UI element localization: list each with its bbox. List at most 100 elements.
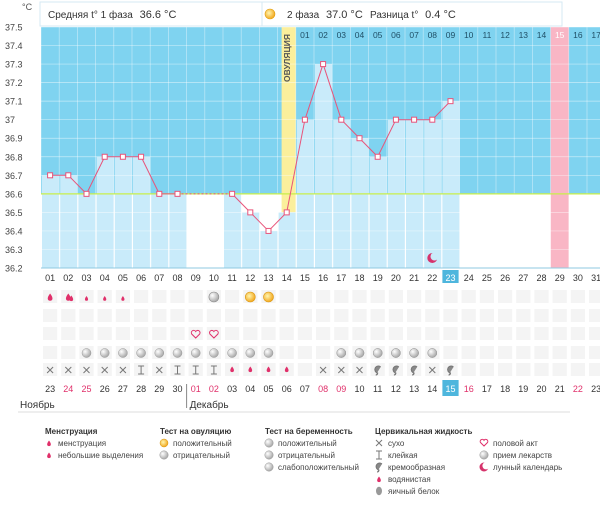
- symbol-cell: [43, 346, 58, 359]
- symbol-cell: [498, 309, 513, 322]
- creamy-icon: [374, 365, 382, 376]
- moon-cutout: [482, 462, 490, 470]
- calendar-date-label: 15: [445, 384, 455, 394]
- svg-text:2 фаза 37.0 °C: 2 фаза 37.0 °C: [287, 9, 363, 21]
- symbol-cell: [279, 327, 294, 340]
- symbol-cell: [170, 309, 185, 322]
- dry-icon: [375, 439, 383, 447]
- cycle-day-label: 28: [536, 273, 546, 283]
- medication-icon: [263, 348, 274, 358]
- symbol-cell: [170, 290, 185, 303]
- medication-icon: [427, 348, 438, 358]
- pregnancy-weak-icon: [264, 462, 274, 472]
- symbol-cell: [170, 327, 185, 340]
- dry-icon: [64, 366, 72, 374]
- top-day-label: 02: [318, 30, 328, 40]
- symbol-cell: [352, 309, 367, 322]
- legend-item-label: прием лекарств: [493, 451, 552, 460]
- phase1-label: Средняя t° 1 фаза: [48, 9, 133, 21]
- temp-line-segment: [359, 137, 379, 158]
- symbol-cell: [261, 309, 276, 322]
- symbol-cell: [97, 309, 112, 322]
- temp-line-segment: [268, 212, 288, 232]
- diff-value: 0.4 °C: [425, 9, 456, 21]
- temp-point: [119, 153, 126, 160]
- top-day-label: 04: [355, 30, 365, 40]
- symbol-cell: [570, 346, 585, 359]
- temp-line-segment: [140, 156, 160, 195]
- creamy-icon: [447, 365, 454, 376]
- day-29-band: [550, 27, 569, 268]
- symbol-cell: [589, 309, 600, 322]
- diff-label: Разница t°: [370, 10, 418, 21]
- symbol-cell: [334, 327, 349, 340]
- symbol-cell: [297, 363, 312, 376]
- top-day-label: 10: [464, 30, 474, 40]
- light-spotting-icon: [84, 296, 89, 301]
- symbol-cell: [443, 346, 458, 359]
- medication-icon: [409, 348, 419, 358]
- dry-icon: [83, 366, 90, 374]
- symbol-cell: [243, 327, 258, 340]
- temp-point: [356, 135, 363, 142]
- temp-bar: [278, 212, 296, 268]
- symbol-cell: [279, 290, 294, 303]
- temp-bar: [242, 212, 260, 268]
- symbol-cell: [188, 309, 203, 322]
- calendar-date-label: 04: [245, 384, 255, 394]
- symbol-cell: [334, 290, 349, 303]
- cycle-day-label: 22: [427, 273, 437, 283]
- temp-point: [138, 153, 145, 160]
- creamy-icon: [410, 365, 418, 376]
- symbol-cell: [43, 309, 58, 322]
- y-tick-label: 36.3: [5, 245, 23, 255]
- symbol-cell: [516, 290, 531, 303]
- calendar-date-label: 26: [100, 384, 110, 394]
- legend-item-label: яичный белок: [388, 487, 440, 496]
- symbol-cell: [316, 290, 331, 303]
- temp-point: [447, 98, 454, 105]
- symbol-cell: [516, 309, 531, 322]
- temp-line-segment: [86, 156, 106, 195]
- calendar-date-label: 29: [154, 384, 164, 394]
- legend-item-label: небольшие выделения: [58, 451, 143, 460]
- cycle-day-label: 13: [263, 273, 273, 283]
- cycle-day-label: 31: [591, 273, 600, 283]
- heart-icon: [190, 329, 201, 339]
- menstruation-icon: [47, 293, 53, 301]
- month-label-2: Декабрь: [190, 399, 229, 411]
- dry-icon: [337, 366, 345, 374]
- legend-item-label: сухо: [388, 439, 405, 448]
- legend: Менструация менструация небольшие выделени…: [45, 427, 562, 496]
- symbol-cell: [516, 363, 531, 376]
- symbol-cell: [461, 309, 476, 322]
- dry-icon: [319, 366, 327, 374]
- svg-text:Разница t° 0.4 °C: Разница t° 0.4 °C: [370, 9, 456, 21]
- y-tick-label: 36.6: [5, 189, 23, 199]
- y-tick-label: 37.4: [5, 41, 23, 51]
- symbol-cell: [534, 346, 549, 359]
- medication-icon: [354, 348, 365, 358]
- cycle-day-label: 02: [63, 273, 73, 283]
- cycle-day-label: 23: [445, 273, 455, 283]
- ovulation-label: ОВУЛЯЦИЯ: [282, 34, 292, 82]
- menstruation-icon: [65, 293, 71, 301]
- legend-item-label: клейкая: [388, 451, 418, 460]
- symbol-cell: [152, 309, 167, 322]
- symbol-cell: [225, 290, 240, 303]
- legend-group-title: Цервикальная жидкость: [375, 427, 472, 436]
- y-tick-label: 37.2: [5, 78, 23, 88]
- heart-icon: [209, 329, 219, 339]
- calendar-date-label: 12: [391, 384, 401, 394]
- symbol-cell: [589, 290, 600, 303]
- phase1-value: 36.6 °C: [140, 9, 177, 21]
- calendar-date-label: 25: [81, 384, 91, 394]
- symbol-cell: [407, 309, 422, 322]
- calendar-date-label: 17: [482, 384, 492, 394]
- symbol-cell: [388, 327, 403, 340]
- symbol-cell: [516, 346, 531, 359]
- symbol-cell: [570, 327, 585, 340]
- symbol-cell: [552, 309, 567, 322]
- symbol-cell: [279, 346, 294, 359]
